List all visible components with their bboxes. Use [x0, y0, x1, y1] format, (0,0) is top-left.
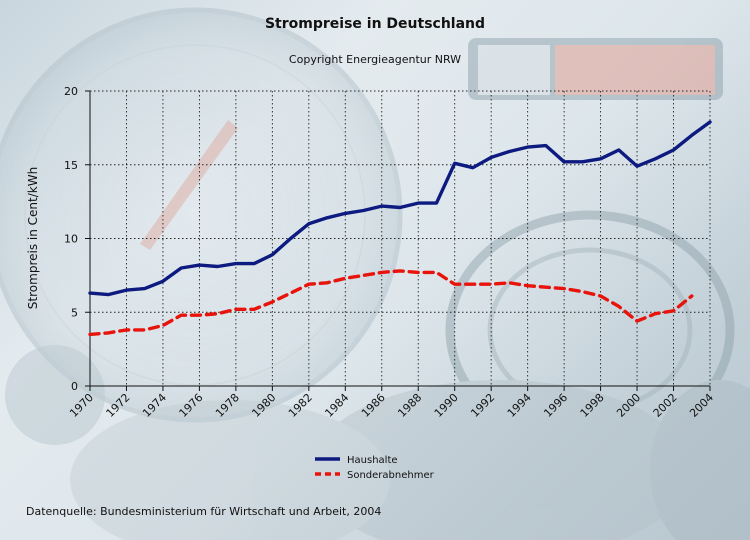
grid-lines — [89, 90, 711, 386]
chart-title: Strompreise in Deutschland — [264, 16, 486, 32]
x-tick-label: 1988 — [395, 391, 424, 420]
series-line-sonderabnehmer — [88, 269, 694, 337]
y-axis-ticks: 0 5 10 15 20 — [64, 85, 90, 393]
coins-decoration — [70, 210, 750, 540]
meter-counter-decoration — [468, 38, 723, 100]
y-tick-label: 0 — [71, 380, 78, 393]
meter-dial-decoration — [0, 7, 403, 445]
legend: Haushalte Sonderabnehmer — [315, 455, 435, 481]
x-tick-label: 1970 — [67, 391, 96, 420]
x-tick-label: 1978 — [213, 391, 242, 420]
x-tick-label: 1990 — [432, 391, 461, 420]
legend-label-haushalte: Haushalte — [347, 455, 398, 466]
x-tick-label: 1996 — [541, 391, 570, 420]
legend-label-sonderabnehmer: Sonderabnehmer — [347, 470, 435, 481]
x-tick-label: 1976 — [177, 391, 206, 420]
series-lines — [88, 120, 712, 337]
y-tick-label: 5 — [71, 306, 78, 319]
x-tick-label: 2004 — [687, 391, 716, 420]
series-line-haushalte — [88, 120, 712, 297]
data-source-note: Datenquelle: Bundesministerium für Wirts… — [26, 505, 382, 518]
x-tick-label: 1980 — [249, 391, 278, 420]
x-axis-ticks: 1970 1972 1974 1976 1978 1980 1982 1984 1986 1988… — [67, 386, 716, 420]
x-tick-label: 1972 — [104, 391, 133, 420]
x-tick-label: 1984 — [322, 391, 351, 420]
x-tick-label: 1986 — [359, 391, 388, 420]
chart-subtitle: Copyright Energieagentur NRW — [288, 53, 462, 66]
y-tick-label: 15 — [64, 159, 78, 172]
x-tick-label: 2002 — [651, 391, 680, 420]
y-tick-label: 20 — [64, 85, 78, 98]
x-tick-label: 1974 — [140, 391, 169, 420]
y-axis-label: Strompreis in Cent/kWh — [26, 167, 40, 309]
x-tick-label: 2000 — [614, 391, 643, 420]
x-tick-label: 1992 — [468, 391, 497, 420]
x-tick-label: 1994 — [505, 391, 534, 420]
x-tick-label: 1998 — [578, 391, 607, 420]
x-tick-label: 1982 — [286, 391, 315, 420]
y-tick-label: 10 — [64, 233, 78, 246]
